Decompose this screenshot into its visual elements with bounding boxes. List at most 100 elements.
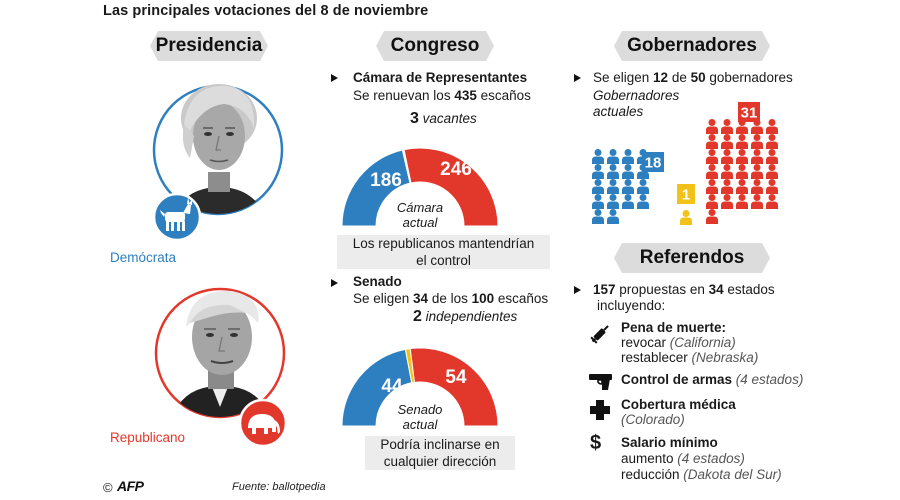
republican-value-label: 246 xyxy=(440,159,472,180)
republican-value-label: 54 xyxy=(445,367,467,388)
page-title: Las principales votaciones del 8 de novi… xyxy=(103,3,429,19)
congress-banner: Congreso xyxy=(376,31,494,61)
referendums-subline: 157 propuestas en 34 estados xyxy=(593,282,775,297)
governor-person-icon xyxy=(607,164,619,179)
governor-person-icon xyxy=(622,149,634,164)
governor-person-icon xyxy=(736,164,748,179)
governor-person-icon xyxy=(766,194,778,209)
democrat-value-label: 186 xyxy=(370,170,402,191)
republican-candidate-portrait xyxy=(154,287,286,419)
governors-title: Gobernadores xyxy=(627,35,757,56)
governor-person-icon xyxy=(592,179,604,194)
democrat-label: Demócrata xyxy=(110,250,177,265)
governor-person-icon xyxy=(736,149,748,164)
governor-person-icon xyxy=(592,209,604,224)
governor-person-icon xyxy=(721,194,733,209)
governor-person-icon xyxy=(721,164,733,179)
bullet-arrow-icon xyxy=(331,74,338,82)
medical-cross-icon xyxy=(590,400,610,420)
governor-person-icon xyxy=(622,179,634,194)
governor-person-icon xyxy=(706,119,718,134)
agency-logo: AFP xyxy=(117,478,144,494)
governor-person-icon xyxy=(736,194,748,209)
governors-pictogram-chart: 18 1 31 xyxy=(592,102,778,225)
house-heading: Cámara de Representantes xyxy=(353,70,528,85)
donkey-icon xyxy=(152,192,202,242)
governor-person-icon xyxy=(766,149,778,164)
house-vacant-label: 3 vacantes xyxy=(410,110,477,127)
house-center-label: Cámara actual xyxy=(396,200,444,230)
governor-person-icon xyxy=(751,149,763,164)
senate-independent-label: 2 independientes xyxy=(413,308,518,325)
referendums-subline-2: incluyendo: xyxy=(597,298,666,313)
syringe-icon xyxy=(590,325,609,344)
referendum-item-line: restablecer (Nebraska) xyxy=(621,350,759,365)
dollar-icon: $ xyxy=(590,432,602,454)
presidency-title: Presidencia xyxy=(155,35,263,56)
governor-person-icon xyxy=(736,134,748,149)
governor-person-icon xyxy=(721,149,733,164)
gun-icon xyxy=(589,374,612,390)
governor-person-icon xyxy=(706,194,718,209)
donut-hole xyxy=(376,382,464,426)
governor-count-label: 18 xyxy=(645,155,662,172)
governor-person-icon xyxy=(751,179,763,194)
governor-person-icon xyxy=(592,164,604,179)
governors-subline: Se eligen 12 de 50 gobernadores xyxy=(593,70,793,85)
bullet-arrow-icon xyxy=(331,279,338,287)
house-subline: Se renuevan los 435 escaños xyxy=(353,88,531,103)
donut-hole xyxy=(376,182,464,226)
governor-person-icon xyxy=(607,149,619,164)
governor-person-icon xyxy=(622,194,634,209)
governor-person-icon xyxy=(592,194,604,209)
referendum-item-title: Cobertura médica xyxy=(621,397,736,412)
presidency-banner: Presidencia xyxy=(150,31,268,61)
bullet-arrow-icon xyxy=(574,74,581,82)
governor-count-label: 1 xyxy=(682,187,690,204)
referendum-item-line: (Colorado) xyxy=(621,412,685,427)
governor-count-badge xyxy=(642,152,664,172)
senate-heading: Senado xyxy=(353,274,402,289)
senate-center-label: Senado actual xyxy=(397,402,443,432)
referendum-item-title: Control de armas (4 estados) xyxy=(621,372,804,387)
governor-person-icon xyxy=(706,164,718,179)
referendum-item-title: Pena de muerte: xyxy=(621,320,727,335)
referendum-item-title: Salario mínimo xyxy=(621,435,718,450)
governor-person-icon xyxy=(680,210,692,225)
elephant-icon xyxy=(238,398,288,448)
governor-count-badge xyxy=(738,102,760,122)
congress-title: Congreso xyxy=(390,35,480,56)
governor-person-icon xyxy=(622,164,634,179)
governor-count-badge xyxy=(677,184,695,204)
house-half-donut-chart: 186 246 xyxy=(341,147,499,227)
referendum-item-line: reducción (Dakota del Sur) xyxy=(621,467,782,482)
governor-person-icon xyxy=(736,179,748,194)
governor-person-icon xyxy=(706,209,718,224)
referendum-item-line: aumento (4 estados) xyxy=(621,451,745,466)
governors-current-label: Gobernadores actuales xyxy=(593,88,680,119)
senate-caption: Podría inclinarse en cualquier dirección xyxy=(365,436,515,470)
governor-count-label: 31 xyxy=(741,105,758,122)
copyright-symbol: © xyxy=(103,480,113,495)
governor-person-icon xyxy=(637,179,649,194)
governor-person-icon xyxy=(706,134,718,149)
referendum-item-line: revocar (California) xyxy=(621,335,736,350)
governor-person-icon xyxy=(751,194,763,209)
governor-person-icon xyxy=(766,164,778,179)
referendums-banner: Referendos xyxy=(614,243,770,273)
democrat-value-label: 44 xyxy=(381,376,403,397)
governor-person-icon xyxy=(592,149,604,164)
governor-person-icon xyxy=(751,164,763,179)
senate-subline: Se eligen 34 de los 100 escaños xyxy=(353,291,549,306)
governor-person-icon xyxy=(766,134,778,149)
governor-person-icon xyxy=(721,134,733,149)
governor-person-icon xyxy=(706,179,718,194)
democrat-candidate-portrait xyxy=(152,84,284,216)
governor-person-icon xyxy=(721,119,733,134)
governor-person-icon xyxy=(721,179,733,194)
governor-person-icon xyxy=(766,119,778,134)
republican-label: Republicano xyxy=(110,430,186,445)
referendums-title: Referendos xyxy=(639,247,745,268)
governors-banner: Gobernadores xyxy=(614,31,770,61)
source-note: Fuente: ballotpedia xyxy=(232,481,326,493)
